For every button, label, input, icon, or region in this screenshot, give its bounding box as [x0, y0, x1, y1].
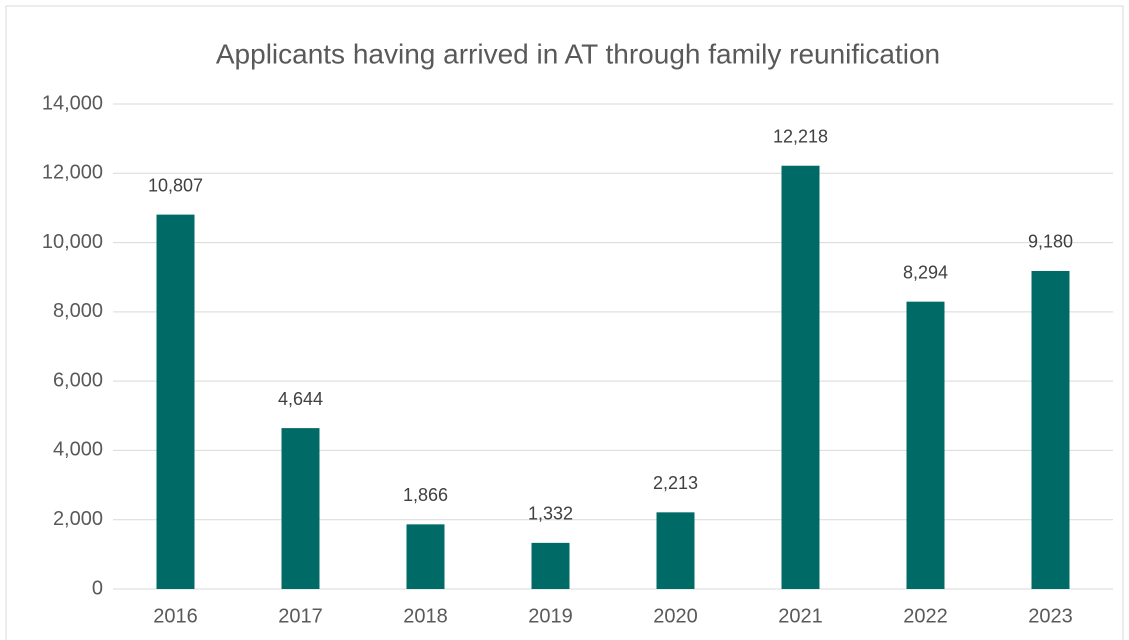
chart-title: Applicants having arrived in AT through … — [216, 38, 940, 69]
bar — [656, 512, 695, 589]
y-tick-label: 6,000 — [53, 369, 103, 391]
data-label: 1,866 — [403, 485, 448, 505]
bar — [531, 542, 570, 589]
bar — [406, 524, 445, 589]
bar — [906, 301, 945, 589]
y-tick-label: 2,000 — [53, 508, 103, 530]
x-tick-label: 2021 — [778, 605, 823, 627]
data-label: 12,218 — [773, 126, 828, 146]
data-label: 1,332 — [528, 504, 573, 524]
data-label: 2,213 — [653, 473, 698, 493]
x-tick-label: 2022 — [903, 605, 948, 627]
data-label: 10,807 — [148, 175, 203, 195]
y-tick-label: 4,000 — [53, 439, 103, 461]
x-tick-label: 2020 — [653, 605, 698, 627]
y-tick-label: 14,000 — [42, 92, 103, 114]
x-tick-label: 2018 — [403, 605, 448, 627]
data-label: 8,294 — [903, 262, 948, 282]
y-tick-label: 12,000 — [42, 162, 103, 184]
y-tick-label: 0 — [92, 577, 103, 599]
y-tick-label: 8,000 — [53, 300, 103, 322]
data-label: 4,644 — [278, 389, 323, 409]
y-tick-label: 10,000 — [42, 231, 103, 253]
x-tick-label: 2017 — [278, 605, 323, 627]
x-tick-label: 2019 — [528, 605, 573, 627]
data-label: 9,180 — [1028, 232, 1073, 252]
bar — [781, 165, 820, 589]
bar — [156, 214, 195, 590]
bar — [281, 428, 320, 589]
bar — [1031, 270, 1070, 589]
x-tick-label: 2023 — [1028, 605, 1073, 627]
x-tick-label: 2016 — [153, 605, 198, 627]
